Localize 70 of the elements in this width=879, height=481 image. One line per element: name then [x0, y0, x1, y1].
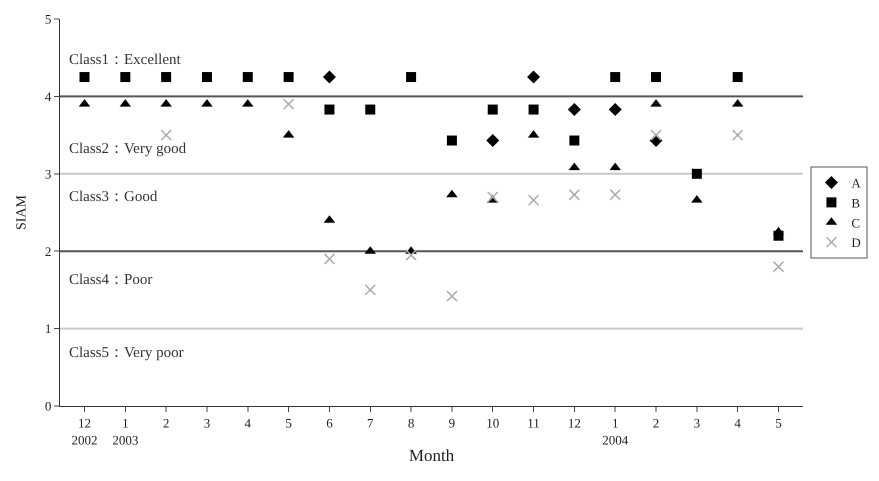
annotation: Class3：Good	[69, 189, 158, 205]
y-tick-label: 2	[44, 244, 52, 259]
x-tick-label: 2	[162, 416, 170, 431]
annotation: Class4：Poor	[69, 272, 152, 288]
point	[161, 72, 172, 82]
legend-label: C	[851, 215, 860, 230]
point	[322, 70, 336, 84]
point	[568, 188, 580, 200]
point	[405, 249, 417, 261]
y-tick-label: 3	[44, 166, 52, 182]
point	[609, 188, 621, 200]
point	[610, 72, 620, 82]
point	[324, 253, 336, 265]
point	[406, 72, 416, 82]
x-tick-label: 3	[694, 416, 700, 431]
point	[446, 136, 457, 146]
y-tick-label: 0	[44, 398, 52, 414]
legend-label: B	[851, 195, 860, 210]
x-tick-label: 7	[367, 416, 374, 431]
annotation: Class1：Excellent	[69, 52, 182, 68]
point	[120, 72, 130, 82]
point	[79, 72, 90, 82]
x-tick-label: 3	[204, 416, 210, 431]
y-tick-label: 5	[44, 12, 52, 27]
x-tick-label: 5	[775, 416, 782, 431]
point	[202, 72, 212, 82]
point	[364, 284, 376, 296]
annotation: Class5：Very poor	[69, 345, 184, 361]
x-tick-label: 5	[285, 416, 292, 431]
legend-label: A	[851, 176, 862, 191]
point	[732, 129, 744, 141]
point	[160, 129, 172, 141]
x-tick-label: 4	[734, 416, 742, 431]
point	[568, 103, 581, 116]
point	[528, 104, 539, 115]
x-tick-label: 10	[486, 416, 500, 431]
point	[528, 194, 540, 206]
point	[242, 72, 253, 82]
x-tick-label: 1 2003	[112, 416, 138, 448]
x-tick-label: 4	[244, 416, 252, 431]
legend-label: D	[851, 235, 861, 250]
x-tick-label: 1 2004	[602, 416, 629, 448]
x-tick-label: 12 2002	[71, 416, 98, 448]
point	[284, 72, 294, 82]
point	[527, 70, 540, 84]
x-tick-label: 9	[448, 416, 456, 431]
y-tick-label: 1	[44, 321, 52, 336]
annotation: Class2：Very good	[69, 141, 187, 157]
point	[282, 98, 294, 110]
point	[692, 168, 702, 179]
point	[651, 72, 662, 82]
point	[772, 260, 784, 272]
x-tick-label: 11	[527, 416, 540, 431]
y-tick-label: 4	[44, 88, 52, 104]
point	[569, 136, 580, 146]
point	[488, 104, 498, 115]
point	[732, 72, 743, 82]
point	[608, 103, 622, 116]
x-tick-label: 12	[568, 416, 581, 431]
x-tick-label: 8	[408, 416, 414, 431]
point	[650, 129, 662, 141]
x-axis-title: Month	[408, 446, 455, 465]
y-axis-title: SIAM	[14, 194, 30, 230]
point	[446, 290, 458, 302]
x-tick-label: 6	[326, 416, 334, 431]
point	[486, 191, 498, 203]
point	[324, 104, 334, 115]
point	[486, 134, 500, 148]
point	[365, 104, 376, 115]
x-tick-label: 2	[652, 416, 660, 431]
